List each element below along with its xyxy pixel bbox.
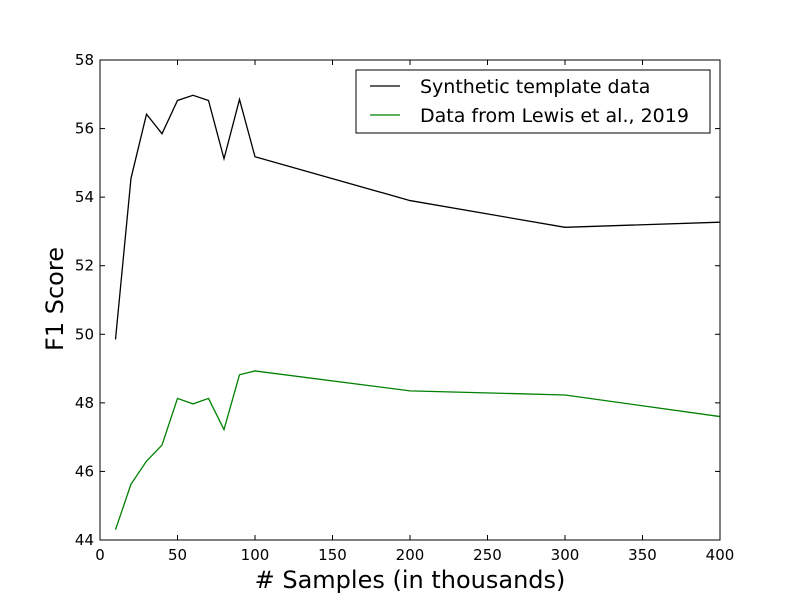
x-tick-label: 300: [551, 546, 580, 564]
y-axis-title: F1 Score: [41, 247, 69, 351]
legend: Synthetic template data Data from Lewis e…: [355, 69, 711, 134]
legend-label-2: Data from Lewis et al., 2019: [420, 105, 689, 127]
series-layer: [114, 94, 721, 530]
x-tick-label: 250: [473, 546, 502, 564]
x-tick-label: 0: [95, 546, 105, 564]
y-tick-label: 44: [75, 531, 94, 549]
y-tick-label: 54: [75, 188, 94, 206]
x-tick-label: 50: [168, 546, 187, 564]
tick-layer: 0 50 100 150 200 250 300 350 400 44 46 48 50 52 54 56 58: [75, 51, 734, 564]
x-tick-label: 400: [706, 546, 735, 564]
x-tick-label: 100: [241, 546, 270, 564]
y-tick-label: 48: [75, 394, 94, 412]
x-axis-title: # Samples (in thousands): [255, 566, 566, 594]
y-tick-label: 56: [75, 120, 94, 138]
y-tick-label: 50: [75, 325, 94, 343]
y-tick-label: 58: [75, 51, 94, 69]
x-tick-label: 350: [628, 546, 657, 564]
y-tick-label: 46: [75, 462, 94, 480]
legend-label-1: Synthetic template data: [420, 76, 650, 98]
x-tick-label: 200: [396, 546, 425, 564]
series-line-1: [114, 94, 721, 340]
legend-box: [355, 69, 711, 134]
y-tick-label: 52: [75, 257, 94, 275]
series-line-2: [114, 370, 721, 530]
x-tick-label: 150: [318, 546, 347, 564]
